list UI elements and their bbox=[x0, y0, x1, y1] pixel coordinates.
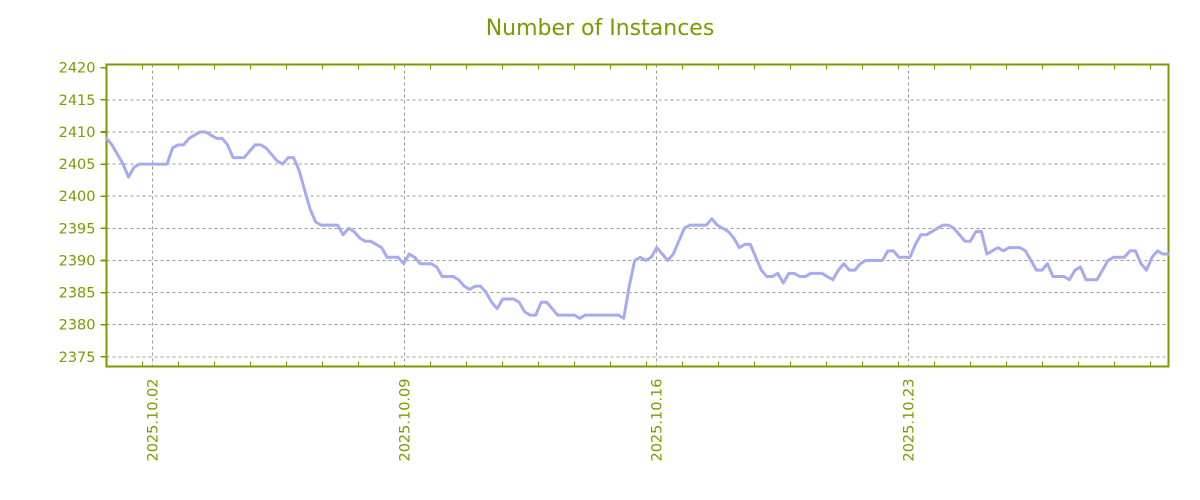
y-axis-tick-label: 2385 bbox=[59, 286, 96, 302]
y-axis-tick-label: 2405 bbox=[59, 157, 96, 173]
plot-frame bbox=[105, 63, 1170, 368]
chart-title: Number of Instances bbox=[485, 16, 715, 41]
data-line-0 bbox=[105, 130, 1170, 320]
vertical-gridlines bbox=[152, 64, 910, 367]
x-axis-labels: 2025.10.02 2025.10.09 2025.10.16 2025.10.23 bbox=[146, 379, 918, 462]
y-axis-tick-label: 2400 bbox=[59, 189, 96, 205]
y-axis-tick-label: 2395 bbox=[59, 221, 96, 237]
x-axis-tick-label: 2025.10.02 bbox=[146, 379, 162, 462]
y-axis-tick-label: 2420 bbox=[59, 61, 96, 77]
plot-border bbox=[105, 63, 1170, 368]
axis-ticks bbox=[100, 64, 1152, 367]
y-axis-labels: 2375 2380 2385 2390 2395 2400 2405 2410 2415 2420 bbox=[59, 61, 96, 366]
horizontal-gridlines bbox=[106, 99, 1169, 358]
y-axis-tick-label: 2375 bbox=[59, 350, 96, 366]
x-axis-tick-label: 2025.10.09 bbox=[398, 379, 414, 462]
data-series-group bbox=[105, 130, 1170, 320]
y-axis-tick-label: 2410 bbox=[59, 125, 96, 141]
y-axis-tick-label: 2380 bbox=[59, 318, 96, 334]
x-axis-tick-label: 2025.10.23 bbox=[902, 379, 918, 462]
x-axis-tick-label: 2025.10.16 bbox=[650, 379, 666, 462]
y-axis-tick-label: 2415 bbox=[59, 93, 96, 109]
y-axis-tick-label: 2390 bbox=[59, 253, 96, 269]
